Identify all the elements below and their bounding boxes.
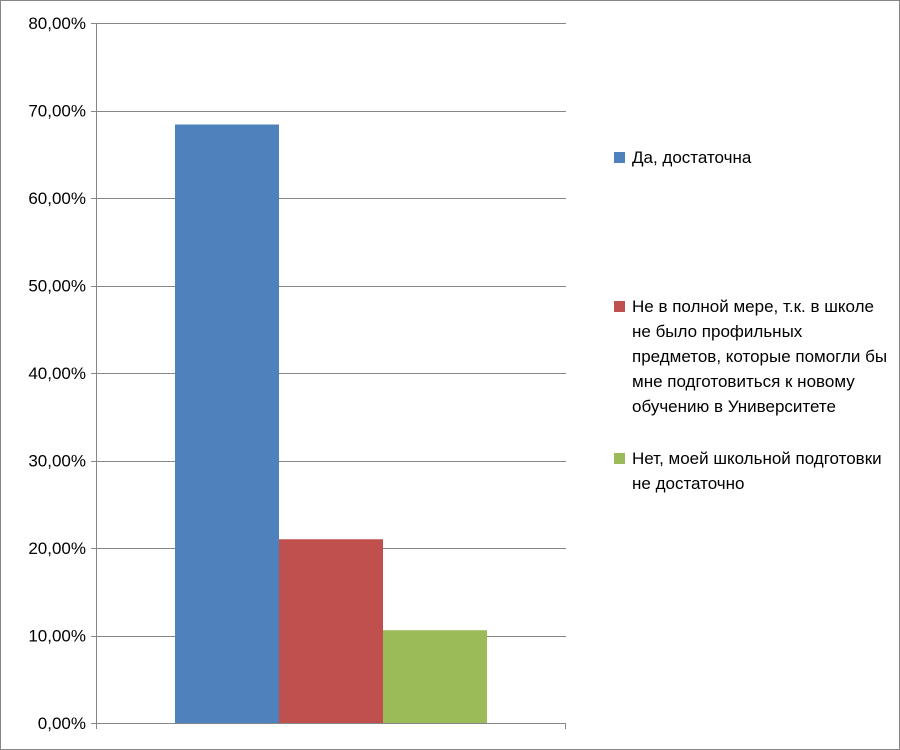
axes bbox=[91, 23, 566, 729]
legend-item-series-1: Да, достаточна bbox=[614, 145, 894, 170]
bar-series-3 bbox=[383, 630, 487, 723]
y-tick-label-5: 50,00% bbox=[28, 277, 86, 296]
legend-swatch-series-1 bbox=[614, 152, 625, 163]
y-tick-label-4: 40,00% bbox=[28, 364, 86, 383]
y-tick-label-1: 10,00% bbox=[28, 627, 86, 646]
legend-label-series-3: Нет, моей школьной подготовки не достато… bbox=[632, 449, 882, 493]
y-tick-label-8: 80,00% bbox=[28, 14, 86, 33]
gridlines bbox=[96, 23, 566, 637]
legend-item-series-3: Нет, моей школьной подготовки не достато… bbox=[614, 446, 894, 496]
bar-series-2 bbox=[279, 539, 383, 723]
bars bbox=[175, 124, 487, 723]
y-axis-tick-labels: 0,00% 10,00% 20,00% 30,00% 40,00% 50,00% 60,00… bbox=[28, 14, 86, 733]
y-tick-label-0: 0,00% bbox=[38, 714, 86, 733]
legend-swatch-series-2 bbox=[614, 301, 625, 312]
legend-label-series-1: Да, достаточна bbox=[632, 148, 752, 167]
legend-swatch-series-3 bbox=[614, 453, 625, 464]
y-tick-label-2: 20,00% bbox=[28, 539, 86, 558]
legend-label-series-2: Не в полной мере, т.к. в школе не было п… bbox=[632, 297, 888, 416]
y-tick-label-7: 70,00% bbox=[28, 102, 86, 121]
legend-item-series-2: Не в полной мере, т.к. в школе не было п… bbox=[614, 294, 894, 419]
y-tick-label-6: 60,00% bbox=[28, 189, 86, 208]
y-tick-label-3: 30,00% bbox=[28, 452, 86, 471]
bar-series-1 bbox=[175, 124, 279, 723]
